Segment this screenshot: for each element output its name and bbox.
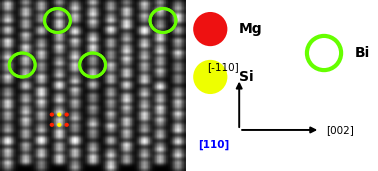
Ellipse shape bbox=[307, 36, 341, 70]
Circle shape bbox=[65, 113, 69, 117]
Circle shape bbox=[50, 123, 54, 127]
Ellipse shape bbox=[193, 12, 228, 46]
Text: Si: Si bbox=[239, 70, 254, 84]
Circle shape bbox=[65, 123, 69, 127]
Text: Bi: Bi bbox=[355, 46, 370, 60]
Circle shape bbox=[57, 113, 62, 117]
Circle shape bbox=[50, 113, 54, 117]
Text: [002]: [002] bbox=[326, 125, 354, 135]
Text: [110]: [110] bbox=[198, 140, 229, 150]
Text: [-110]: [-110] bbox=[208, 62, 239, 72]
Text: Mg: Mg bbox=[239, 22, 263, 36]
Circle shape bbox=[57, 123, 62, 127]
Ellipse shape bbox=[193, 60, 228, 94]
